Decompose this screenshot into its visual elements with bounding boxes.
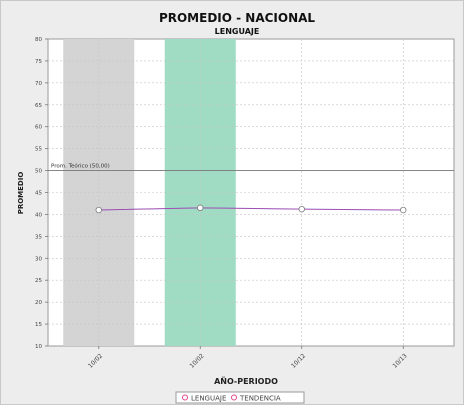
x-tick-label: 10/12 <box>290 352 307 369</box>
y-tick-label: 35 <box>35 234 42 240</box>
x-tick-label: 10/02 <box>87 352 104 369</box>
legend-series-label: LENGUAJE <box>191 395 226 403</box>
legend-trend-label: TENDENCIA <box>239 395 281 403</box>
legend-trend-marker <box>231 394 237 401</box>
reference-line-label: Prom. Teórico (50,00) <box>51 163 110 170</box>
chart-title: PROMEDIO - NACIONAL <box>159 11 315 25</box>
y-tick-label: 25 <box>35 278 42 284</box>
y-tick-label: 30 <box>35 256 42 262</box>
y-tick-label: 10 <box>35 344 42 350</box>
chart-subtitle: LENGUAJE <box>215 27 260 36</box>
data-point <box>197 204 204 212</box>
y-tick-label: 65 <box>35 103 42 109</box>
y-tick-label: 15 <box>35 322 42 328</box>
y-tick-label: 80 <box>35 37 42 43</box>
y-tick-label: 45 <box>35 191 42 197</box>
data-point <box>95 206 102 214</box>
y-tick-label: 50 <box>35 169 42 175</box>
y-tick-label: 70 <box>35 81 42 87</box>
y-tick-label: 75 <box>35 59 42 65</box>
y-tick-label: 55 <box>35 147 42 153</box>
x-tick-label: 10/02 <box>188 352 205 369</box>
y-axis-title: PROMEDIO <box>17 172 25 215</box>
legend-box <box>175 391 305 404</box>
data-point <box>298 205 305 213</box>
y-tick-label: 40 <box>35 212 42 218</box>
y-tick-label: 60 <box>35 125 42 131</box>
trend-line <box>98 207 404 211</box>
legend-series-marker <box>182 394 188 401</box>
data-point <box>400 206 407 214</box>
chart-legend: LENGUAJE TENDENCIA <box>175 391 305 404</box>
y-tick-label: 20 <box>35 300 42 306</box>
x-axis-title: AÑO-PERIODO <box>214 376 278 386</box>
x-tick-label: 10/13 <box>391 352 408 369</box>
